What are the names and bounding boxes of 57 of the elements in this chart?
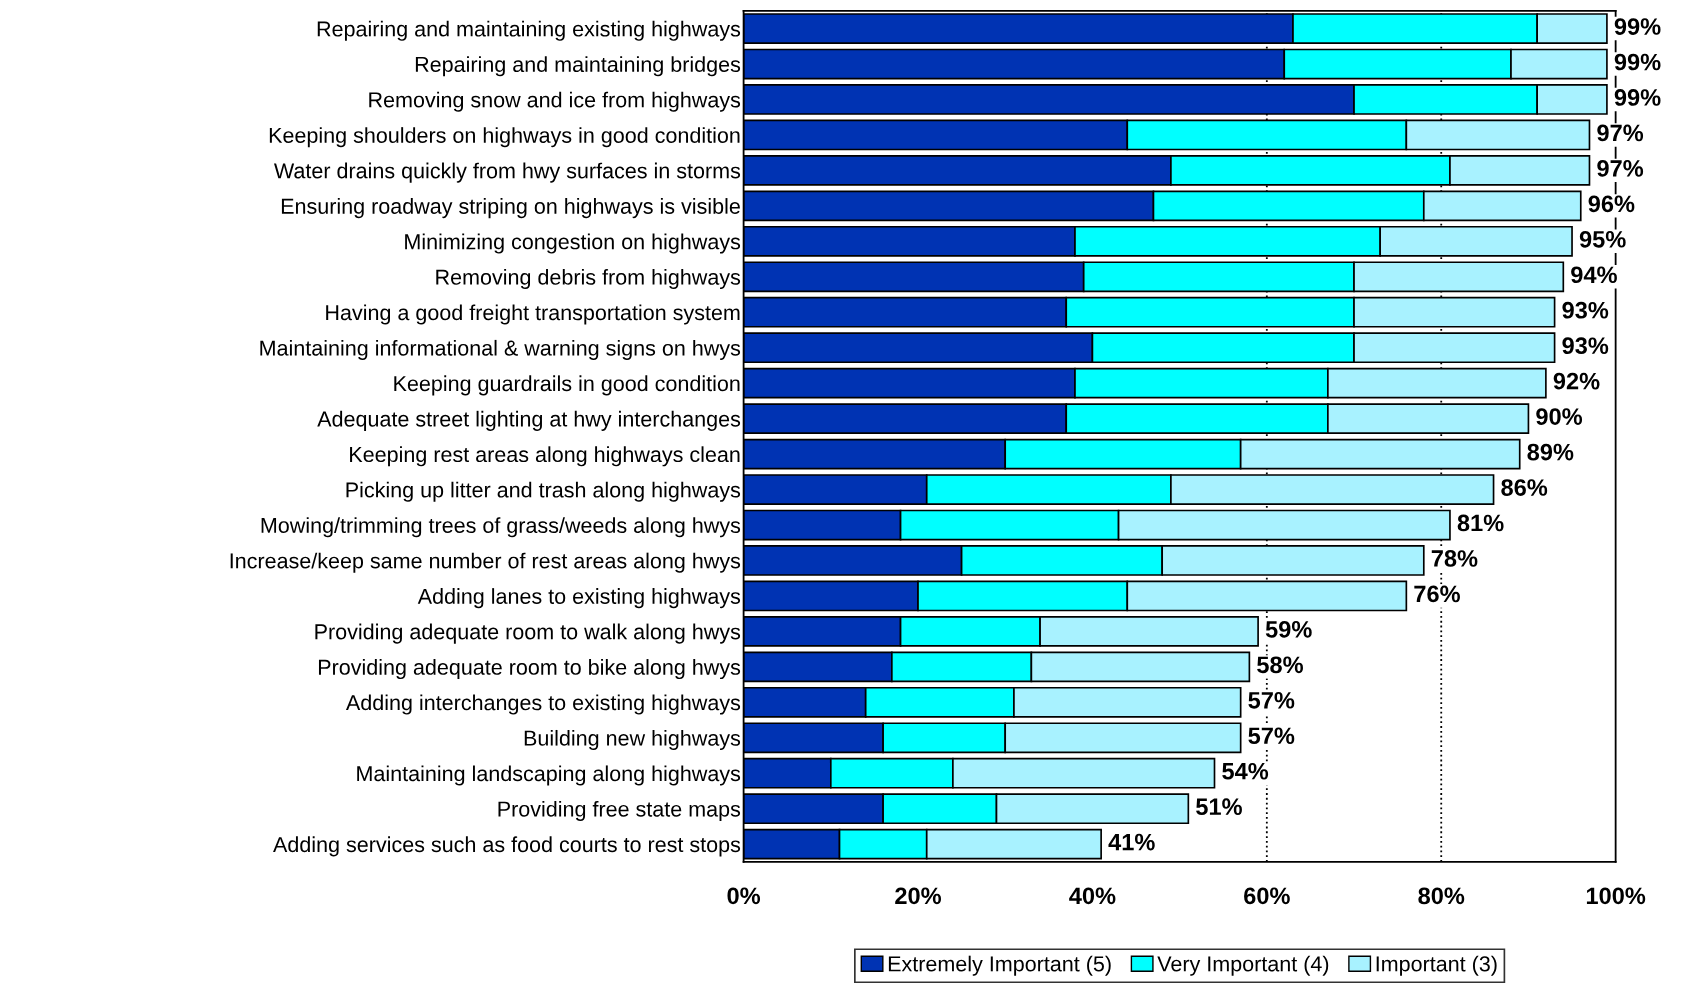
total-label: 95% xyxy=(1579,230,1626,248)
x-tick-label: 40% xyxy=(1069,887,1116,905)
x-tick-label: 60% xyxy=(1244,887,1290,905)
total-label: 81% xyxy=(1457,514,1504,532)
y-tick-label: Providing free state maps xyxy=(498,800,741,821)
y-tick-label: Picking up litter and trash along highways xyxy=(346,481,741,502)
total-label: 97% xyxy=(1597,160,1644,177)
total-label: 58% xyxy=(1257,656,1303,674)
total-label: 41% xyxy=(1108,833,1155,851)
total-label: 96% xyxy=(1588,195,1635,213)
legend-label: Very Important (4) xyxy=(1157,955,1329,976)
legend-label: Important (3) xyxy=(1376,955,1497,976)
y-tick-label: Removing debris from highways xyxy=(436,268,741,290)
total-label: 54% xyxy=(1222,762,1269,780)
total-label: 93% xyxy=(1562,301,1609,319)
total-label: 94% xyxy=(1571,266,1617,284)
legend-label: Extremely Important (5) xyxy=(888,955,1111,976)
total-label: 86% xyxy=(1501,479,1548,496)
y-tick-label: Increase/keep same number of rest areas along hwys xyxy=(230,552,741,573)
y-tick-label: Maintaining landscaping along highways xyxy=(357,765,741,786)
total-label: 99% xyxy=(1614,89,1661,106)
y-tick-label: Mowing/trimming trees of grass/weeds along hwys xyxy=(261,517,741,538)
total-label: 57% xyxy=(1248,691,1295,709)
y-tick-label: Keeping rest areas along highways clean xyxy=(350,446,740,467)
y-tick-label: Adding lanes to existing highways xyxy=(417,588,741,609)
x-tick-label: 80% xyxy=(1418,887,1465,905)
total-label: 76% xyxy=(1414,585,1460,603)
y-tick-label: Building new highways xyxy=(524,729,741,751)
x-tick-label: 20% xyxy=(895,887,942,905)
total-label: 90% xyxy=(1536,408,1583,425)
total-label: 92% xyxy=(1553,372,1600,390)
x-tick-label: 100% xyxy=(1586,887,1646,905)
total-label: 89% xyxy=(1527,443,1574,461)
y-tick-label: Providing adequate room to walk along hwys xyxy=(315,623,741,644)
total-label: 93% xyxy=(1562,337,1609,355)
y-tick-label: Repairing and maintaining bridges xyxy=(415,56,741,77)
y-tick-label: Ensuring roadway striping on highways is visible xyxy=(281,198,740,219)
y-tick-label: Keeping guardrails in good condition xyxy=(394,375,740,396)
y-tick-label: Maintaining informational & warning signs on hwys xyxy=(260,339,741,360)
total-label: 99% xyxy=(1614,18,1661,35)
y-tick-label: Minimizing congestion on highways xyxy=(405,233,741,254)
y-tick-label: Adding services such as food courts to rest stops xyxy=(273,836,741,857)
x-tick-label: 0% xyxy=(727,887,761,905)
y-tick-label: Providing adequate room to bike along hwys xyxy=(318,659,741,680)
total-label: 97% xyxy=(1597,124,1644,142)
y-tick-label: Repairing and maintaining existing highways xyxy=(317,20,741,41)
total-label: 57% xyxy=(1248,727,1295,745)
y-tick-label: Adequate street lighting at hwy interchanges xyxy=(317,410,741,431)
total-label: 99% xyxy=(1614,53,1661,71)
total-label: 59% xyxy=(1265,621,1312,638)
y-tick-label: Water drains quickly from hwy surfaces in storms xyxy=(273,162,741,183)
total-label: 78% xyxy=(1431,550,1478,567)
y-tick-label: Adding interchanges to existing highways xyxy=(345,694,741,715)
y-tick-label: Removing snow and ice from highways xyxy=(369,91,741,112)
y-tick-label: Keeping shoulders on highways in good condition xyxy=(269,127,740,148)
total-label: 51% xyxy=(1196,798,1242,816)
y-tick-label: Having a good freight transportation system xyxy=(326,304,740,325)
